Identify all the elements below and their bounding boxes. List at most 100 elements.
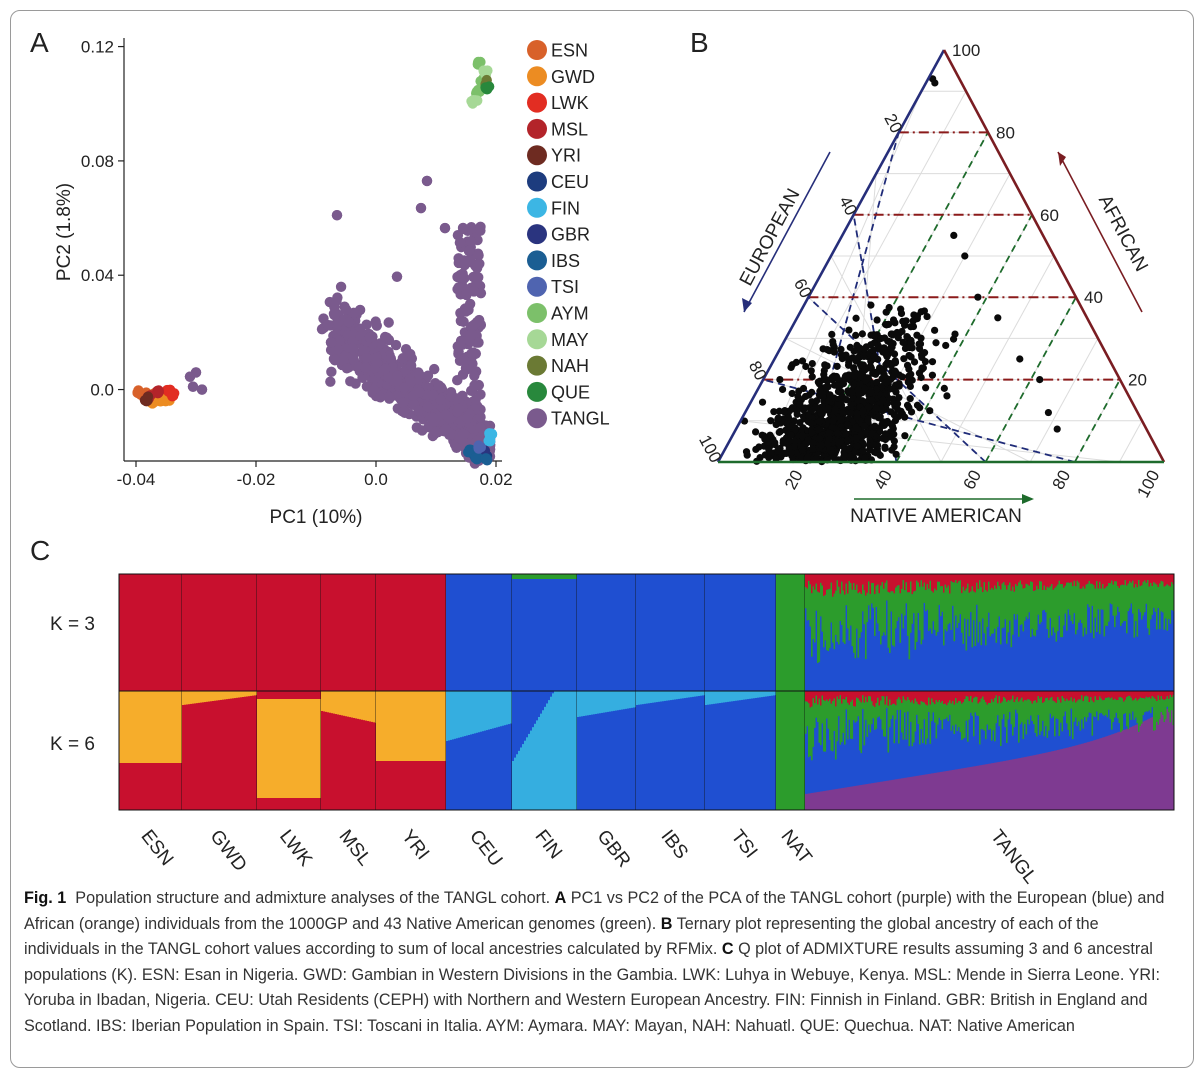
k3-tangl-native [1021,584,1023,625]
k6-tangl-purple [1027,756,1029,810]
k3-tangl-native [961,593,963,633]
k6-tangl-green [1157,695,1160,725]
pca-point-msl [152,388,164,399]
k6-fin-blue [544,691,546,707]
pca-point-tangl [451,442,462,453]
pca-point-tangl [414,387,425,398]
k6-ibs-lightblue [648,691,650,704]
k3-tangl-native [1043,585,1046,610]
k6-tangl-red [932,691,935,703]
k6-tangl-green [1153,697,1155,731]
k6-tangl-red [1064,691,1067,702]
k6-tangl-purple [1036,754,1038,810]
caption-b-label: B [660,914,673,933]
k6-tangl-purple [1129,727,1131,810]
k6-tangl-green [1079,699,1082,731]
k6-tangl-red [823,691,825,701]
ternary-point [801,404,809,412]
k6-tangl-purple [1109,735,1112,810]
k3-tangl-african [988,574,990,582]
k6-tangl-green [994,698,996,742]
k6-tsi-lightblue [733,691,735,702]
k3-tangl-native [917,582,920,614]
k6-ceu-lightblue [492,691,494,729]
ternary-gridline [940,255,1055,463]
k6-tangl-green [907,697,909,712]
pca-point-tangl [360,362,371,373]
k3-tangl-native [841,581,843,625]
k3-tangl-native [905,582,908,604]
k6-gbr-lightblue [623,691,625,710]
pca-point-tangl [435,394,446,405]
k6-ceu-lightblue [504,691,506,726]
k6-tangl-red [838,691,840,700]
k6-tangl-red [968,691,971,702]
k3-tangl-native [899,593,902,643]
k6-gbr-lightblue [611,691,613,712]
ternary-point [836,438,845,446]
k3-tangl-african [1001,574,1004,584]
k6-gbr-lightblue [587,691,589,716]
k6-tangl-purple [922,774,924,810]
ternary-point [767,417,775,425]
pca-point-tangl [392,370,403,381]
k6-gwd-orange [230,691,232,699]
k6-ibs-lightblue [640,691,642,705]
k3-tangl-native [862,584,864,612]
k6-gwd-orange [236,691,238,698]
k3-tangl-african [1036,574,1038,586]
ternary-point [774,414,782,422]
k6-tangl-purple [1051,751,1053,810]
k6-tangl-purple [1057,749,1059,810]
k6-tangl-green [902,696,905,740]
k3-tangl-native [1016,586,1019,615]
k3-tangl-native [1070,582,1073,622]
pca-point-ibs [481,455,493,466]
k3-tangl-native [850,583,852,626]
k3-tangl-native [1052,589,1055,628]
k6-tangl-purple [805,794,807,810]
legend-label-lwk: LWK [551,93,589,113]
k3-tangl-african [1039,574,1041,582]
k3-tangl-african [1138,574,1140,581]
k3-tangl-native [925,590,927,612]
k6-tangl-red [919,691,921,705]
k3-tangl-native [1087,583,1089,605]
k6-tangl-green [905,700,908,740]
k6-tangl-green [1069,700,1071,737]
ternary-native-title: NATIVE AMERICAN [850,506,1022,527]
k3-tangl-native [964,590,966,619]
k6-tangl-red [827,691,830,702]
k6-tangl-green [959,701,962,733]
k3-tangl-native [1153,582,1155,608]
k6-tangl-purple [862,784,864,810]
k6-tangl-green [845,696,848,710]
pca-point-tangl [431,426,442,437]
k3-tangl-native [874,594,876,636]
k6-tangl-green [1097,700,1100,721]
pca-point-tangl [427,389,439,401]
ternary-african-tick: 60 [1040,206,1059,225]
k3-tangl-native [1168,585,1170,620]
k6-tangl-purple [1163,710,1166,810]
ternary-point [859,447,867,455]
k3-tangl-native [839,593,842,621]
k3-tangl-african [1025,574,1028,584]
k6-lwk-red-bottom [257,798,321,810]
k6-tangl-green [851,699,854,740]
k6-tangl-green [956,703,959,732]
k6-tangl-purple [916,775,918,810]
k3-tangl-african [923,574,926,583]
ternary-native-arrowhead [1022,494,1034,504]
k6-fin-blue [514,691,516,758]
k3-tangl-native [1151,585,1154,615]
k6-tangl-green [811,706,813,761]
ternary-point [886,338,894,346]
ternary-point [916,340,925,348]
caption-a-text: PC1 vs PC2 of the PCA of the TANGL cohor… [24,889,1165,933]
k6-tangl-green [1013,702,1016,728]
k6-tangl-green [878,705,881,717]
k3-tangl-african [862,574,864,585]
k3-tangl-african [1097,574,1100,589]
ternary-point [825,397,833,405]
